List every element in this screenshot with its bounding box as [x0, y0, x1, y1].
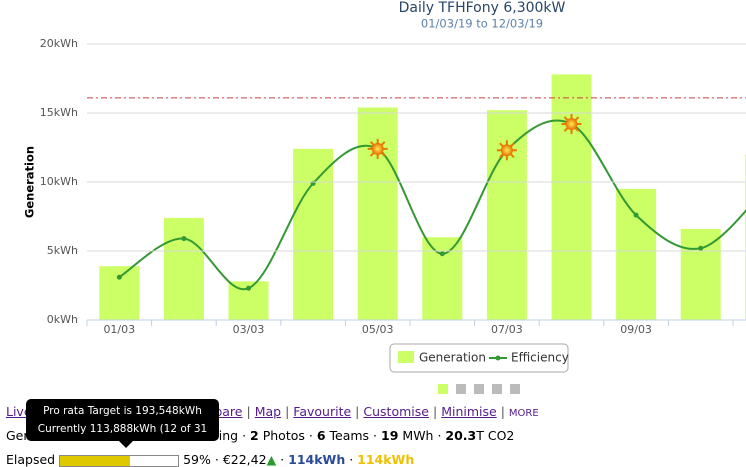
- x-tick-label: 05/03: [362, 323, 394, 336]
- stat-value: 2: [250, 428, 259, 443]
- bar: [680, 228, 721, 320]
- stat-value: 6: [316, 428, 326, 443]
- legend-box: [389, 343, 569, 373]
- sun-marker: [496, 140, 517, 161]
- pager-dot: [492, 384, 502, 394]
- nav-link[interactable]: Minimise: [441, 404, 497, 419]
- kwh-value: 114kWh: [357, 452, 415, 467]
- x-tick-label: 01/03: [103, 323, 135, 336]
- chart-subtitle: 01/03/19 to 12/03/19: [421, 17, 543, 31]
- chart-title: Daily TFHFony 6,300kW: [399, 0, 566, 16]
- pager-dot: [456, 384, 466, 394]
- stat-label: MWh: [402, 428, 434, 443]
- progress-bar: [59, 454, 180, 467]
- sun-marker: [367, 138, 388, 159]
- progress-fill: [60, 455, 130, 466]
- separator: ·: [433, 428, 446, 443]
- stat-value: 20.3: [445, 428, 477, 443]
- y-tick-label: 20kWh: [40, 37, 78, 50]
- bar: [616, 188, 657, 320]
- plot-area: [99, 74, 746, 321]
- separator: |: [432, 404, 438, 419]
- tooltip: Pro rata Target is 193,548kWh Currently …: [26, 399, 219, 453]
- point: [116, 274, 122, 280]
- separator: |: [246, 404, 251, 419]
- point: [633, 212, 639, 218]
- x-tick-label: 07/03: [491, 323, 523, 336]
- y-tick-label: 10kWh: [40, 175, 78, 188]
- money: €22,42: [222, 452, 267, 467]
- sun-marker: [561, 114, 582, 135]
- separator: ·: [345, 452, 358, 467]
- y-tick-label: 0kWh: [47, 313, 78, 326]
- pager-dot: [438, 384, 448, 394]
- separator: ·: [238, 428, 251, 443]
- legend-swatch: [398, 351, 414, 363]
- nav-link[interactable]: Live: [6, 404, 32, 419]
- legend-label: Efficiency: [511, 351, 569, 365]
- tooltip-line: Currently 113,888kWh (12 of 31 days): [37, 423, 208, 453]
- separator: |: [355, 404, 360, 419]
- bar: [551, 74, 592, 320]
- tooltip-line: Pro rata Target is 193,548kWh: [43, 405, 202, 417]
- x-tick-label: 09/03: [620, 323, 652, 336]
- legend-label: Generation: [419, 351, 486, 365]
- nav-link[interactable]: Favourite: [293, 404, 352, 419]
- separator: |: [285, 404, 290, 419]
- tooltip-arrow: [119, 441, 133, 448]
- bar: [293, 148, 334, 320]
- point: [246, 285, 251, 291]
- progress-label: Elapsed: [6, 452, 56, 467]
- separator: ·: [369, 428, 381, 443]
- separator: ·: [210, 452, 223, 467]
- separator: ·: [304, 428, 317, 443]
- bar: [99, 266, 140, 320]
- stat-label: Photos: [262, 428, 305, 443]
- x-tick-label: 03/03: [233, 323, 265, 336]
- kwh-value: 114kWh: [288, 452, 346, 467]
- nav-link[interactable]: Customise: [363, 404, 429, 419]
- line: [118, 119, 746, 291]
- point: [181, 236, 187, 242]
- progress-percent: 59%: [183, 452, 211, 467]
- pager-dot: [474, 384, 484, 394]
- y-tick-label: 15kWh: [40, 106, 78, 119]
- pager-dot: [510, 384, 520, 394]
- stat-label: Teams: [329, 428, 370, 443]
- nav-link[interactable]: Map: [254, 404, 282, 419]
- legend-swatch: [495, 355, 501, 361]
- stat-label: T CO2: [476, 428, 515, 443]
- sun-core: [565, 118, 578, 131]
- separator: |: [500, 404, 505, 419]
- separator: ·: [276, 452, 289, 467]
- point: [698, 245, 704, 251]
- chart: Daily TFHFony 6,300kW 01/03/19 to 12/03/…: [23, 0, 746, 394]
- y-tick-label: 5kWh: [47, 244, 78, 257]
- bar: [163, 217, 204, 320]
- stat-value: 19: [381, 428, 399, 443]
- sun-core: [500, 144, 513, 157]
- point: [439, 251, 445, 257]
- more-link[interactable]: MORE: [508, 408, 539, 419]
- progress-row: Elapsed 59% · €22,42▲ · 114kWh · 114kWh: [6, 452, 414, 467]
- sun-core: [371, 142, 384, 155]
- y-axis-label: Generation: [23, 146, 37, 218]
- bar: [422, 237, 463, 320]
- up-arrow: ▲: [266, 452, 277, 467]
